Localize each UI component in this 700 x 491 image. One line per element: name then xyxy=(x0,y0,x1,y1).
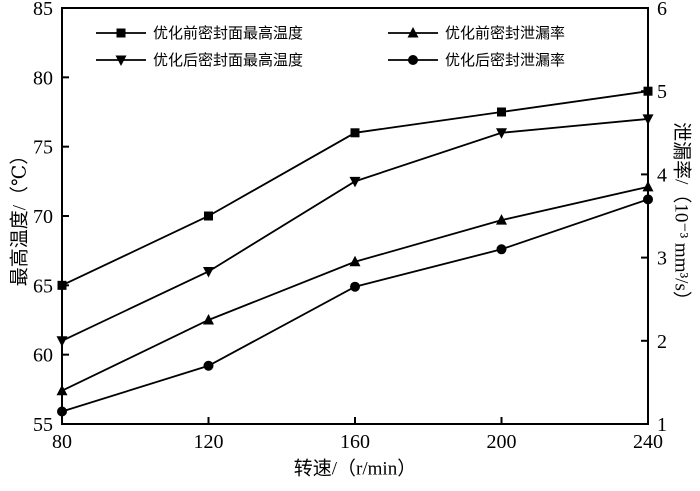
square-marker xyxy=(116,28,126,38)
square-marker xyxy=(350,128,360,138)
x-tick-label: 200 xyxy=(487,431,517,453)
y-left-tick-label: 60 xyxy=(33,345,53,367)
square-marker xyxy=(643,86,653,96)
x-axis-label: 转速/（r/min） xyxy=(293,458,417,480)
series-line xyxy=(61,198,649,413)
triangle-down-marker xyxy=(642,114,654,125)
triangle-down-marker xyxy=(115,55,127,66)
circle-marker xyxy=(203,360,214,371)
circle-marker xyxy=(408,55,418,65)
y-left-tick-label: 55 xyxy=(33,414,53,436)
square-marker xyxy=(204,211,213,221)
triangle-down-marker xyxy=(56,336,68,347)
series-1 xyxy=(57,86,653,290)
y-right-tick-label: 1 xyxy=(657,414,667,436)
legend-item: 优化前密封泄漏率 xyxy=(388,25,565,42)
y-left-tick-label: 65 xyxy=(33,275,53,297)
triangle-down-marker xyxy=(203,266,214,278)
circle-marker xyxy=(643,194,653,205)
y-axis-label-right: 泄漏率/（10⁻³ mm³/s） xyxy=(670,122,692,310)
legend-item: 优化后密封面最高温度 xyxy=(96,52,303,69)
series-3 xyxy=(56,180,654,396)
legend-item: 优化后密封泄漏率 xyxy=(388,52,565,69)
legend-label: 优化前密封泄漏率 xyxy=(445,25,565,42)
triangle-down-marker xyxy=(349,176,361,188)
legend-label: 优化前密封面最高温度 xyxy=(153,25,303,42)
triangle-down-marker xyxy=(496,128,507,139)
x-tick-label: 80 xyxy=(52,431,72,453)
triangle-up-marker xyxy=(56,384,68,396)
square-marker xyxy=(57,280,67,290)
triangle-up-marker xyxy=(349,255,361,267)
series-2 xyxy=(56,114,654,347)
y-left-tick-label: 80 xyxy=(33,67,53,89)
y-axis-label-left: 最高温度/（℃） xyxy=(9,145,31,287)
x-tick-label: 160 xyxy=(340,431,370,453)
series-4 xyxy=(57,194,653,417)
y-left-tick-label: 75 xyxy=(33,137,53,159)
legend-label: 优化后密封泄漏率 xyxy=(445,52,565,69)
legend-item: 优化前密封面最高温度 xyxy=(96,25,303,42)
y-right-tick-label: 3 xyxy=(657,248,667,270)
square-marker xyxy=(497,107,506,117)
x-tick-label: 240 xyxy=(633,431,663,453)
plot-border xyxy=(61,7,649,425)
triangle-up-marker xyxy=(203,314,214,325)
circle-marker xyxy=(496,244,507,255)
y-right-tick-label: 6 xyxy=(657,0,667,20)
y-right-tick-label: 4 xyxy=(657,164,667,186)
legend-label: 优化后密封面最高温度 xyxy=(153,52,303,69)
y-left-tick-label: 85 xyxy=(33,0,53,20)
circle-marker xyxy=(57,406,67,417)
triangle-up-marker xyxy=(496,214,507,225)
circle-marker xyxy=(350,281,360,292)
triangle-up-marker xyxy=(642,180,654,192)
triangle-up-marker xyxy=(407,27,419,38)
x-tick-label: 120 xyxy=(194,431,224,453)
y-right-tick-label: 2 xyxy=(657,331,667,353)
y-left-tick-label: 70 xyxy=(33,206,53,228)
y-right-tick-label: 5 xyxy=(657,81,667,103)
